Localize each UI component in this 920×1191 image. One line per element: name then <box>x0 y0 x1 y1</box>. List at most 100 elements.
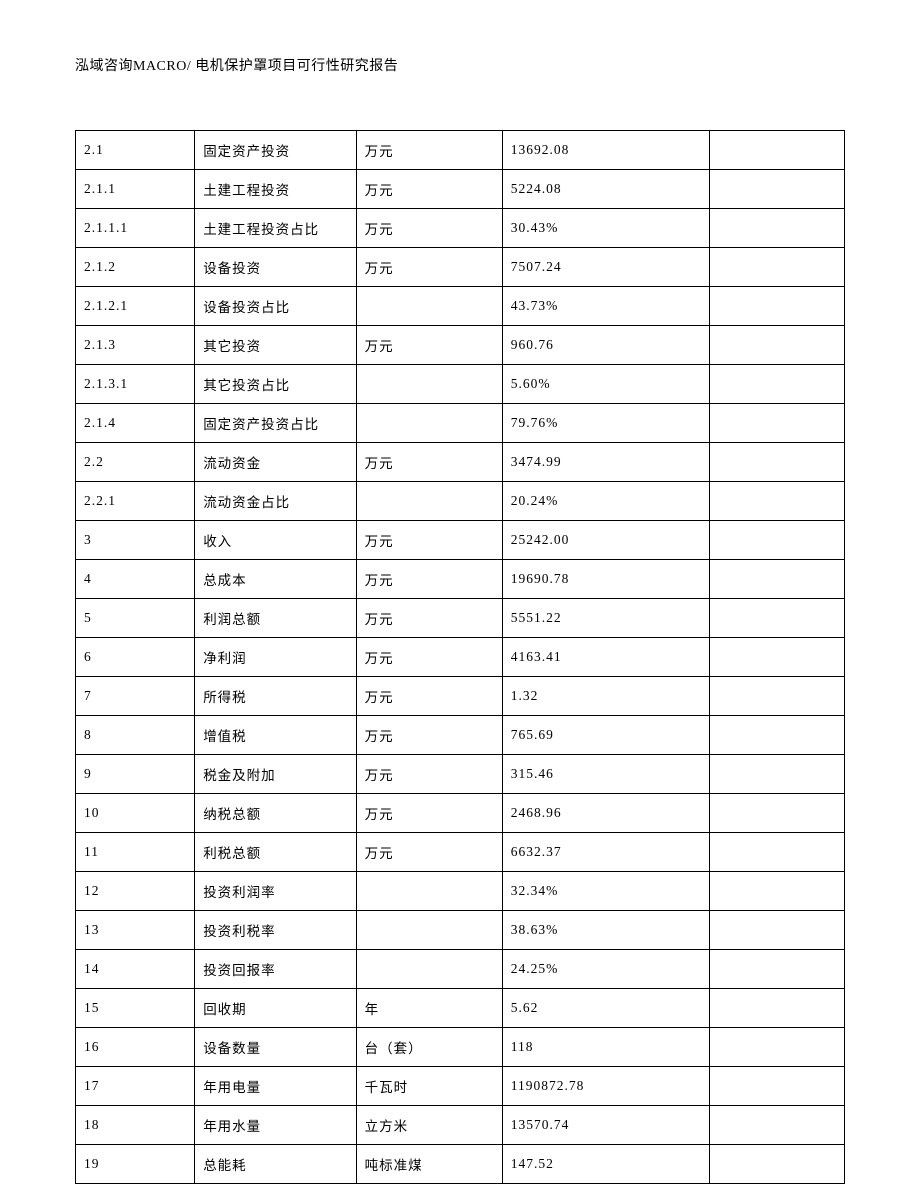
table-row: 16设备数量台（套）118 <box>76 1028 845 1067</box>
table-row: 2.1.1.1土建工程投资占比万元30.43% <box>76 209 845 248</box>
table-cell: 回收期 <box>195 989 356 1028</box>
table-cell <box>710 1028 845 1067</box>
table-cell <box>356 287 502 326</box>
table-cell: 4 <box>76 560 195 599</box>
table-cell: 2.1.3 <box>76 326 195 365</box>
table-cell <box>710 1145 845 1184</box>
table-cell <box>710 1067 845 1106</box>
table-cell: 流动资金 <box>195 443 356 482</box>
table-cell: 6 <box>76 638 195 677</box>
table-cell: 10 <box>76 794 195 833</box>
table-cell: 24.25% <box>502 950 710 989</box>
table-cell: 万元 <box>356 716 502 755</box>
table-row: 2.1.2设备投资万元7507.24 <box>76 248 845 287</box>
table-cell: 765.69 <box>502 716 710 755</box>
table-cell <box>710 794 845 833</box>
table-cell: 年用水量 <box>195 1106 356 1145</box>
table-cell: 16 <box>76 1028 195 1067</box>
table-cell: 315.46 <box>502 755 710 794</box>
table-cell: 万元 <box>356 677 502 716</box>
table-row: 2.2.1流动资金占比20.24% <box>76 482 845 521</box>
table-cell: 2.1.3.1 <box>76 365 195 404</box>
table-row: 18年用水量立方米13570.74 <box>76 1106 845 1145</box>
table-cell: 万元 <box>356 638 502 677</box>
table-cell: 固定资产投资占比 <box>195 404 356 443</box>
table-cell: 税金及附加 <box>195 755 356 794</box>
table-row: 2.1.1土建工程投资万元5224.08 <box>76 170 845 209</box>
table-cell: 万元 <box>356 599 502 638</box>
table-cell: 投资利税率 <box>195 911 356 950</box>
table-cell: 万元 <box>356 248 502 287</box>
table-cell: 79.76% <box>502 404 710 443</box>
table-cell: 2468.96 <box>502 794 710 833</box>
table-body: 2.1固定资产投资万元13692.082.1.1土建工程投资万元5224.082… <box>76 131 845 1184</box>
table-cell: 2.2 <box>76 443 195 482</box>
table-cell: 25242.00 <box>502 521 710 560</box>
table-cell <box>710 599 845 638</box>
table-cell: 投资回报率 <box>195 950 356 989</box>
table-cell <box>710 677 845 716</box>
table-cell <box>710 404 845 443</box>
table-cell: 纳税总额 <box>195 794 356 833</box>
table-cell: 土建工程投资 <box>195 170 356 209</box>
table-cell <box>710 1106 845 1145</box>
table-row: 2.1.2.1设备投资占比43.73% <box>76 287 845 326</box>
table-cell: 960.76 <box>502 326 710 365</box>
table-cell: 118 <box>502 1028 710 1067</box>
table-cell: 2.1.4 <box>76 404 195 443</box>
table-cell: 20.24% <box>502 482 710 521</box>
table-cell: 43.73% <box>502 287 710 326</box>
table-cell: 17 <box>76 1067 195 1106</box>
table-cell: 台（套） <box>356 1028 502 1067</box>
table-cell: 5.62 <box>502 989 710 1028</box>
table-cell <box>710 326 845 365</box>
table-cell: 利税总额 <box>195 833 356 872</box>
table-cell: 万元 <box>356 833 502 872</box>
table-cell: 立方米 <box>356 1106 502 1145</box>
table-row: 2.1.3.1其它投资占比5.60% <box>76 365 845 404</box>
table-cell <box>710 872 845 911</box>
table-cell: 利润总额 <box>195 599 356 638</box>
table-cell <box>710 482 845 521</box>
table-cell: 年用电量 <box>195 1067 356 1106</box>
table-cell: 万元 <box>356 170 502 209</box>
table-cell: 流动资金占比 <box>195 482 356 521</box>
table-cell: 固定资产投资 <box>195 131 356 170</box>
table-row: 2.2流动资金万元3474.99 <box>76 443 845 482</box>
table-cell: 设备投资 <box>195 248 356 287</box>
data-table: 2.1固定资产投资万元13692.082.1.1土建工程投资万元5224.082… <box>75 130 845 1184</box>
table-row: 17年用电量千瓦时1190872.78 <box>76 1067 845 1106</box>
table-cell <box>356 482 502 521</box>
table-cell: 年 <box>356 989 502 1028</box>
table-cell: 13692.08 <box>502 131 710 170</box>
table-cell: 32.34% <box>502 872 710 911</box>
table-row: 10纳税总额万元2468.96 <box>76 794 845 833</box>
table-cell: 13 <box>76 911 195 950</box>
table-row: 12投资利润率32.34% <box>76 872 845 911</box>
table-cell: 所得税 <box>195 677 356 716</box>
table-row: 7所得税万元1.32 <box>76 677 845 716</box>
table-cell <box>710 989 845 1028</box>
table-cell: 增值税 <box>195 716 356 755</box>
table-row: 11利税总额万元6632.37 <box>76 833 845 872</box>
table-cell: 5.60% <box>502 365 710 404</box>
table-cell: 2.1.1 <box>76 170 195 209</box>
table-cell: 18 <box>76 1106 195 1145</box>
table-cell: 3474.99 <box>502 443 710 482</box>
table-cell: 19690.78 <box>502 560 710 599</box>
table-cell <box>710 287 845 326</box>
table-cell: 千瓦时 <box>356 1067 502 1106</box>
table-cell <box>710 560 845 599</box>
table-cell <box>710 131 845 170</box>
page-header: 泓域咨询MACRO/ 电机保护罩项目可行性研究报告 <box>75 55 845 75</box>
table-cell: 19 <box>76 1145 195 1184</box>
table-cell: 其它投资 <box>195 326 356 365</box>
table-cell: 2.1.2.1 <box>76 287 195 326</box>
table-cell: 净利润 <box>195 638 356 677</box>
table-cell: 万元 <box>356 794 502 833</box>
table-cell <box>710 170 845 209</box>
table-row: 2.1固定资产投资万元13692.08 <box>76 131 845 170</box>
table-cell <box>710 209 845 248</box>
table-cell: 2.1.2 <box>76 248 195 287</box>
table-cell <box>356 950 502 989</box>
